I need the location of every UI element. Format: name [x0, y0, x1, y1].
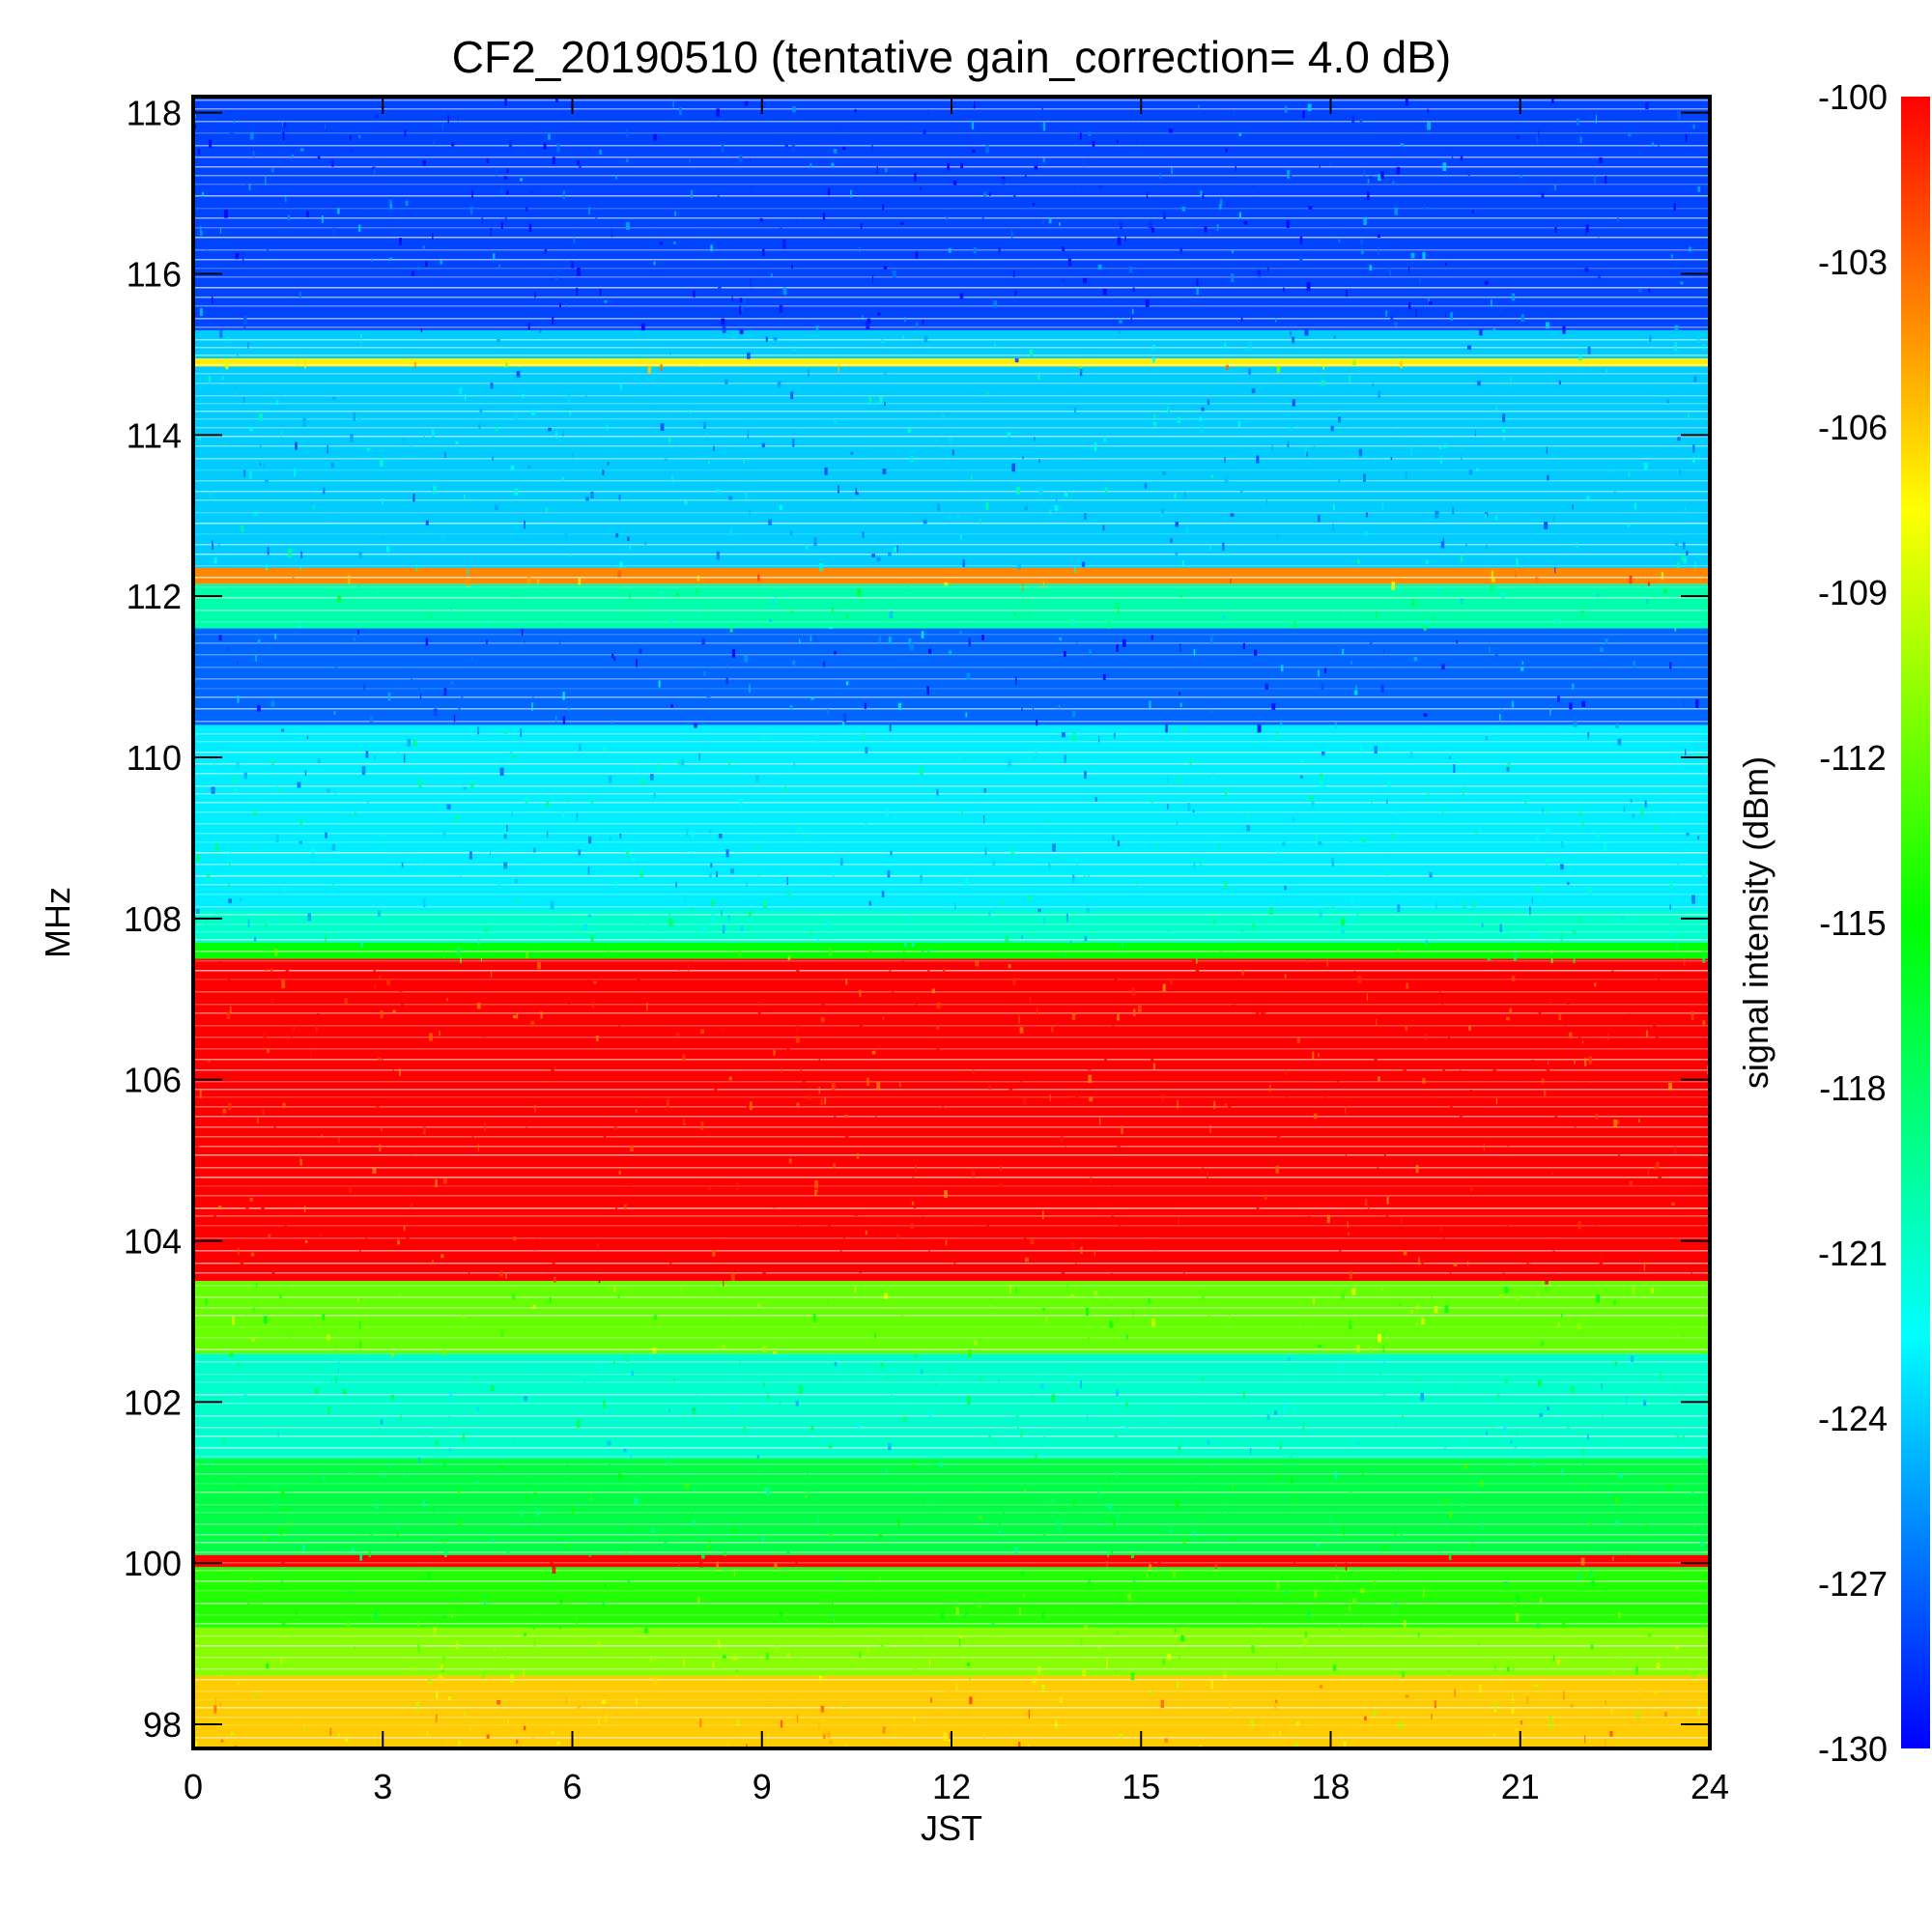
x-tick-label: 15 [1122, 1767, 1160, 1806]
y-tick-label: 106 [124, 1061, 182, 1100]
x-axis-label: JST [921, 1808, 982, 1848]
y-tick-label: 100 [124, 1544, 182, 1583]
y-tick-label: 114 [127, 415, 182, 455]
x-tick-label: 9 [753, 1767, 772, 1806]
x-tick-label: 21 [1501, 1767, 1540, 1806]
colorbar-tick-label: -124 [1818, 1399, 1888, 1438]
heatmap-band [193, 910, 1710, 943]
heatmap-band [193, 567, 1710, 584]
heatmap-band [193, 358, 1710, 367]
x-tick-label: 12 [932, 1767, 971, 1806]
colorbar-tick-label: -121 [1818, 1234, 1888, 1273]
heatmap-band [193, 366, 1710, 568]
y-axis: 98 100 102 104 106 108 110 112 114 116 118 [124, 94, 1710, 1745]
colorbar-tick-label: -103 [1818, 242, 1888, 282]
heatmap-band [193, 97, 1710, 330]
colorbar-label: signal intensity (dBm) [1736, 756, 1776, 1089]
y-tick-label: 98 [143, 1705, 182, 1745]
heatmap-band [193, 1554, 1710, 1568]
heatmap-band [193, 1281, 1710, 1354]
y-tick-label: 110 [127, 738, 182, 778]
colorbar-tick-label: -109 [1818, 573, 1888, 612]
y-axis-label: MHz [38, 887, 77, 958]
y-tick-label: 116 [127, 255, 182, 295]
colorbar-tick-label: -106 [1818, 408, 1888, 447]
colorbar-tick-label: -115 [1819, 903, 1886, 943]
colorbar-ticks: -100 -103 -106 -109 -112 -115 -118 -121 -124 -127… [1818, 77, 1888, 1769]
y-tick-label: 112 [127, 577, 182, 616]
heatmap-band [193, 1567, 1710, 1628]
chart-title: CF2_20190510 (tentative gain_correction=… [452, 32, 1451, 82]
colorbar-tick-label: -130 [1818, 1729, 1888, 1769]
colorbar-tick-label: -100 [1818, 77, 1888, 117]
heatmap-band [193, 958, 1710, 1282]
x-tick-label: 6 [562, 1767, 582, 1806]
colorbar-tick-label: -118 [1819, 1068, 1886, 1108]
y-tick-label: 102 [124, 1382, 182, 1422]
x-tick-label: 24 [1690, 1767, 1729, 1806]
y-tick-label: 104 [124, 1221, 182, 1261]
x-axis: 0 3 6 9 12 15 18 21 24 [184, 97, 1729, 1806]
colorbar [1901, 97, 1930, 1748]
heatmap-texture [193, 97, 1710, 1748]
x-tick-label: 3 [373, 1767, 392, 1806]
heatmap-band [193, 329, 1710, 359]
heatmap-band [193, 724, 1710, 911]
y-tick-label: 118 [127, 94, 182, 133]
y-tick-label: 108 [124, 899, 182, 939]
heatmap-area [193, 97, 1710, 1748]
heatmap-band [193, 1627, 1710, 1676]
x-tick-label: 0 [184, 1767, 203, 1806]
colorbar-tick-label: -112 [1819, 738, 1886, 778]
heatmap-band [193, 1458, 1710, 1555]
colorbar-tick-label: -127 [1818, 1564, 1888, 1604]
heatmap-band [193, 583, 1710, 629]
x-tick-label: 18 [1311, 1767, 1350, 1806]
